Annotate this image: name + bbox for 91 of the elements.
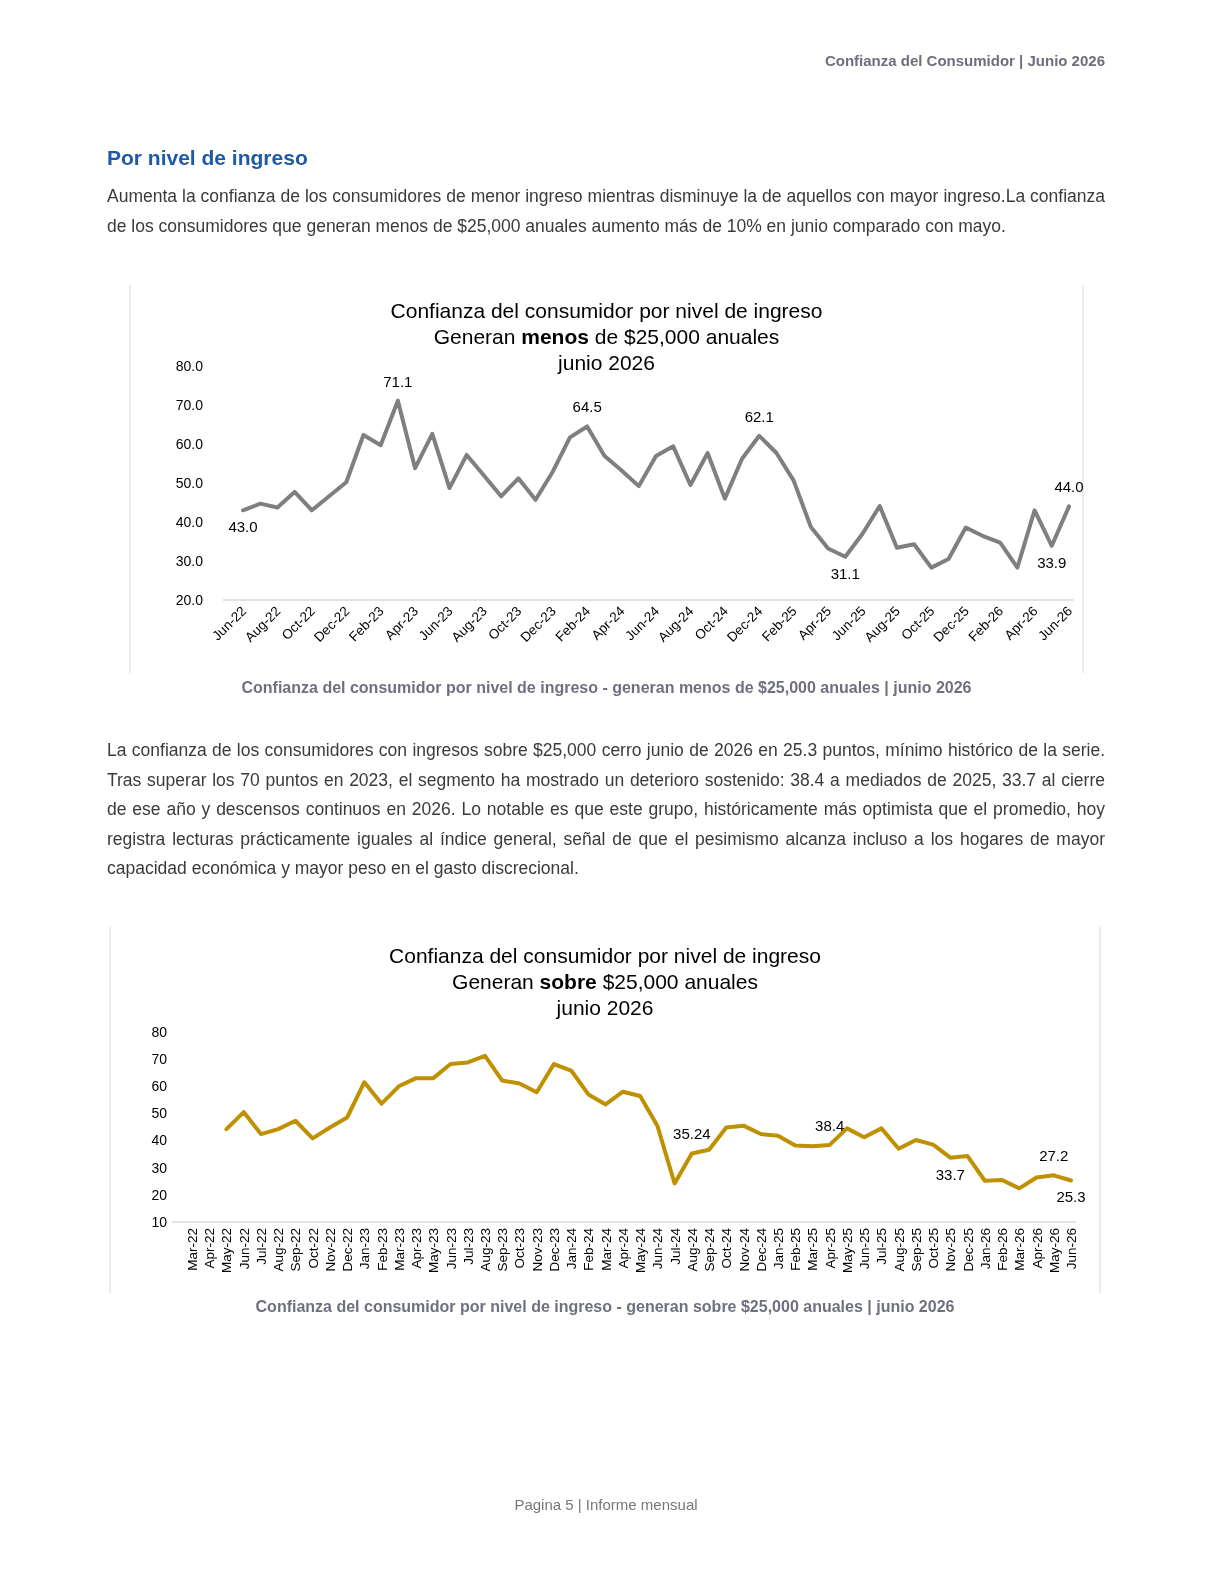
y-tick-label: 40 bbox=[151, 1132, 168, 1149]
x-tick-label: May-24 bbox=[633, 1227, 649, 1274]
data-label: 31.1 bbox=[830, 564, 860, 582]
chart-title: Confianza del consumidor por nivel de ingreso bbox=[389, 944, 821, 967]
x-tick-label: May-23 bbox=[426, 1228, 442, 1274]
x-tick-label: Jan-24 bbox=[564, 1227, 580, 1270]
y-tick-label: 20.0 bbox=[175, 591, 204, 608]
x-tick-label: Apr-23 bbox=[409, 1228, 425, 1269]
x-tick-label: May-26 bbox=[1046, 1228, 1062, 1274]
x-tick-label: Jan-26 bbox=[977, 1228, 993, 1270]
text: Confianza del consumidor por nivel de ingreso - generan sobre $25,000 anuales | junio 2026 bbox=[254, 1298, 956, 1316]
x-tick-label: Jul-25 bbox=[874, 1228, 890, 1265]
x-tick-label: Sep-23 bbox=[495, 1228, 511, 1272]
data-label: 44.0 bbox=[1054, 478, 1084, 496]
y-tick-label: 40.0 bbox=[175, 513, 204, 530]
y-tick-label: 80.0 bbox=[175, 357, 204, 374]
x-tick-label: Feb-23 bbox=[374, 1228, 390, 1271]
x-tick-label: Dec-24 bbox=[753, 1227, 769, 1272]
x-tick-label: Nov-24 bbox=[736, 1227, 752, 1272]
chart-title: Confianza del consumidor por nivel de ingreso bbox=[390, 299, 823, 322]
x-tick-label: Jul-22 bbox=[253, 1228, 269, 1265]
data-label: 71.1 bbox=[383, 372, 413, 390]
data-label: 35.24 bbox=[673, 1125, 711, 1143]
text: Generan menos de $25,000 anuales junio 2026 bbox=[433, 325, 780, 374]
y-tick-label: 50.0 bbox=[175, 474, 204, 491]
x-tick-label: Feb-25 bbox=[788, 1228, 804, 1271]
x-tick-label: Aug-22 bbox=[271, 1228, 287, 1272]
data-label: 27.2 bbox=[1039, 1147, 1069, 1165]
text: Generan sobre $25,000 anuales junio 2026 bbox=[452, 970, 758, 1019]
x-tick-label: Mar-25 bbox=[805, 1228, 821, 1271]
x-tick-label: Nov-23 bbox=[529, 1228, 545, 1272]
y-tick-label: 60.0 bbox=[175, 435, 204, 452]
x-tick-label: Dec-25 bbox=[960, 1228, 976, 1272]
x-tick-label: Jun-24 bbox=[650, 1227, 666, 1270]
y-tick-label: 50 bbox=[151, 1105, 168, 1122]
data-label: 43.0 bbox=[228, 518, 258, 536]
x-tick-label: Sep-25 bbox=[908, 1228, 924, 1272]
y-tick-label: 30.0 bbox=[175, 552, 204, 569]
x-tick-label: Jul-24 bbox=[667, 1227, 683, 1265]
x-tick-label: Jun-25 bbox=[857, 1228, 873, 1270]
x-tick-label: Feb-26 bbox=[995, 1228, 1011, 1271]
text: La confianza de los consumidores con ingresos sobre $25,000 cerro junio de 2026 en 25.3 puntos, mínimo histórico de la serie. Tras superar los 70 puntos en 2023, el segmento ha mostrado un deterioro sostenido: 38.4 a mediados de 2025, 33.7 al cierre de ese año y descensos continuos en 2026. Lo notable es que este grupo, históricamente más optimista que el promedio, hoy registra lecturas prácticamente iguales al índice general, señal de que el pesimismo alcanza incluso a los hogares de mayor capacidad económica y mayor peso en el gasto discrecional. bbox=[107, 739, 1105, 881]
y-tick-label: 80 bbox=[151, 1023, 168, 1040]
x-tick-label: Oct-23 bbox=[512, 1228, 528, 1269]
y-tick-label: 70 bbox=[151, 1051, 168, 1068]
x-tick-label: Apr-22 bbox=[202, 1228, 218, 1269]
y-tick-label: 70.0 bbox=[175, 396, 204, 413]
x-tick-label: Nov-22 bbox=[322, 1228, 338, 1272]
x-tick-label: Jun-26 bbox=[1064, 1228, 1079, 1270]
x-tick-label: Sep-22 bbox=[288, 1228, 304, 1272]
x-tick-label: Jun-22 bbox=[236, 1228, 252, 1270]
text: Por nivel de ingreso bbox=[107, 146, 309, 170]
data-label: 38.4 bbox=[815, 1116, 845, 1134]
x-tick-label: Mar-26 bbox=[1012, 1228, 1028, 1271]
x-tick-label: Oct-24 bbox=[719, 1227, 735, 1269]
x-tick-label: Nov-25 bbox=[943, 1228, 959, 1272]
text: Confianza del Consumidor | Junio 2026 bbox=[823, 52, 1105, 69]
x-tick-label: Jun-23 bbox=[443, 1228, 459, 1270]
x-tick-label: Oct-22 bbox=[305, 1228, 321, 1269]
x-tick-label: Mar-22 bbox=[185, 1228, 200, 1271]
x-tick-label: Jan-25 bbox=[771, 1228, 786, 1270]
x-tick-label: Apr-24 bbox=[615, 1227, 631, 1269]
y-tick-label: 20 bbox=[151, 1186, 168, 1203]
x-tick-label: Dec-23 bbox=[546, 1228, 562, 1272]
x-tick-label: Apr-26 bbox=[1029, 1228, 1045, 1269]
x-tick-label: Dec-22 bbox=[340, 1228, 356, 1272]
x-tick-label: Jan-23 bbox=[357, 1228, 373, 1270]
y-tick-label: 30 bbox=[151, 1159, 168, 1176]
text: Pagina 5 | Informe mensual bbox=[513, 1496, 699, 1513]
line-series bbox=[224, 1053, 1073, 1191]
y-tick-label: 10 bbox=[151, 1213, 168, 1230]
data-label: 25.3 bbox=[1056, 1188, 1086, 1206]
x-tick-label: Aug-24 bbox=[684, 1227, 700, 1272]
x-tick-label: Aug-23 bbox=[478, 1228, 493, 1272]
x-tick-label: Mar-23 bbox=[391, 1228, 407, 1271]
x-tick-label: Aug-25 bbox=[891, 1228, 907, 1272]
x-tick-label: Oct-25 bbox=[926, 1228, 942, 1269]
data-label: 64.5 bbox=[572, 398, 602, 416]
x-tick-label: Mar-24 bbox=[598, 1227, 614, 1271]
x-tick-label: May-22 bbox=[219, 1228, 235, 1274]
text: Aumenta la confianza de los consumidores de menor ingreso mientras disminuye la de aquellos con mayor ingreso.La confianza de los consumidores que generan menos de $25,000 anuales aumento más de 10% en junio comparado con mayo. bbox=[107, 185, 1105, 238]
x-tick-label: May-25 bbox=[839, 1228, 855, 1274]
x-tick-label: Sep-24 bbox=[702, 1227, 718, 1272]
x-tick-label: Feb-24 bbox=[581, 1227, 597, 1271]
data-label: 62.1 bbox=[744, 407, 774, 425]
data-label: 33.9 bbox=[1037, 553, 1067, 571]
x-tick-label: Apr-25 bbox=[822, 1228, 838, 1269]
y-tick-label: 60 bbox=[151, 1078, 168, 1095]
x-tick-label: Jul-23 bbox=[460, 1228, 476, 1265]
data-label: 33.7 bbox=[935, 1165, 965, 1183]
text: Confianza del consumidor por nivel de ingreso - generan menos de $25,000 anuales | junio 2026 bbox=[240, 679, 973, 697]
